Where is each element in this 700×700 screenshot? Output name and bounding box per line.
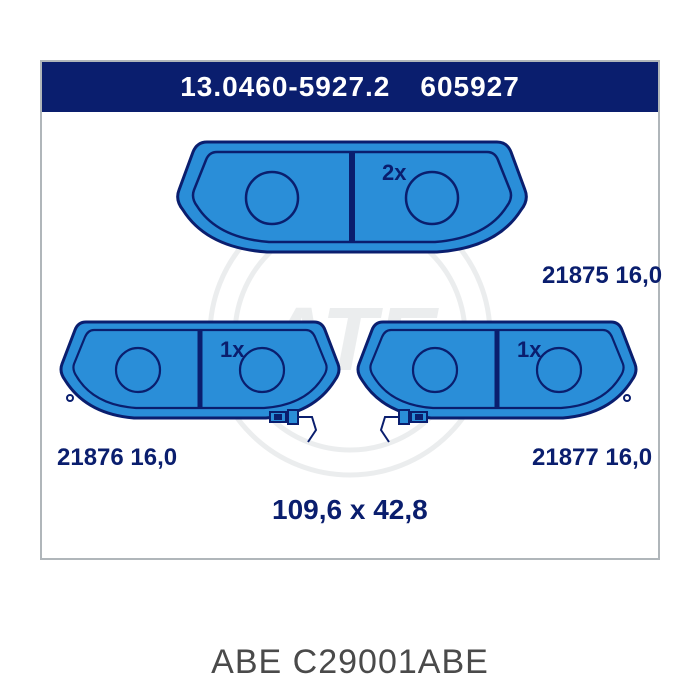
qty-label-br: 1x bbox=[517, 337, 541, 363]
qty-label-top: 2x bbox=[382, 160, 406, 186]
header-code: 605927 bbox=[420, 71, 519, 103]
spec-br: 21877 16,0 bbox=[532, 444, 652, 472]
qty-label-bl: 1x bbox=[220, 337, 244, 363]
header-part-ref: 13.0460-5927.2 bbox=[180, 71, 390, 103]
spec-top-thick: 16,0 bbox=[615, 262, 662, 289]
header-bar: 13.0460-5927.2 605927 bbox=[42, 62, 658, 112]
spec-bl-code: 21876 bbox=[57, 444, 124, 471]
footer-sku: C29001ABE bbox=[293, 643, 489, 681]
brake-pad-bottom-right: 1x bbox=[357, 312, 647, 452]
brake-pad-top: 2x bbox=[177, 130, 527, 260]
spec-top-code: 21875 bbox=[542, 262, 609, 289]
diagram-canvas: 13.0460-5927.2 605927 ATE 2x 21875 16,0 bbox=[40, 60, 660, 560]
spec-br-thick: 16,0 bbox=[605, 444, 652, 471]
footer-caption: ABE C29001ABE bbox=[0, 643, 700, 682]
spec-br-code: 21877 bbox=[532, 444, 599, 471]
spec-bl-thick: 16,0 bbox=[130, 444, 177, 471]
spec-top: 21875 16,0 bbox=[542, 262, 662, 290]
footer-brand: ABE bbox=[211, 643, 282, 681]
brake-pad-bottom-left: 1x bbox=[60, 312, 350, 452]
spec-bl: 21876 16,0 bbox=[57, 444, 177, 472]
dimensions-label: 109,6 x 42,8 bbox=[272, 494, 428, 526]
